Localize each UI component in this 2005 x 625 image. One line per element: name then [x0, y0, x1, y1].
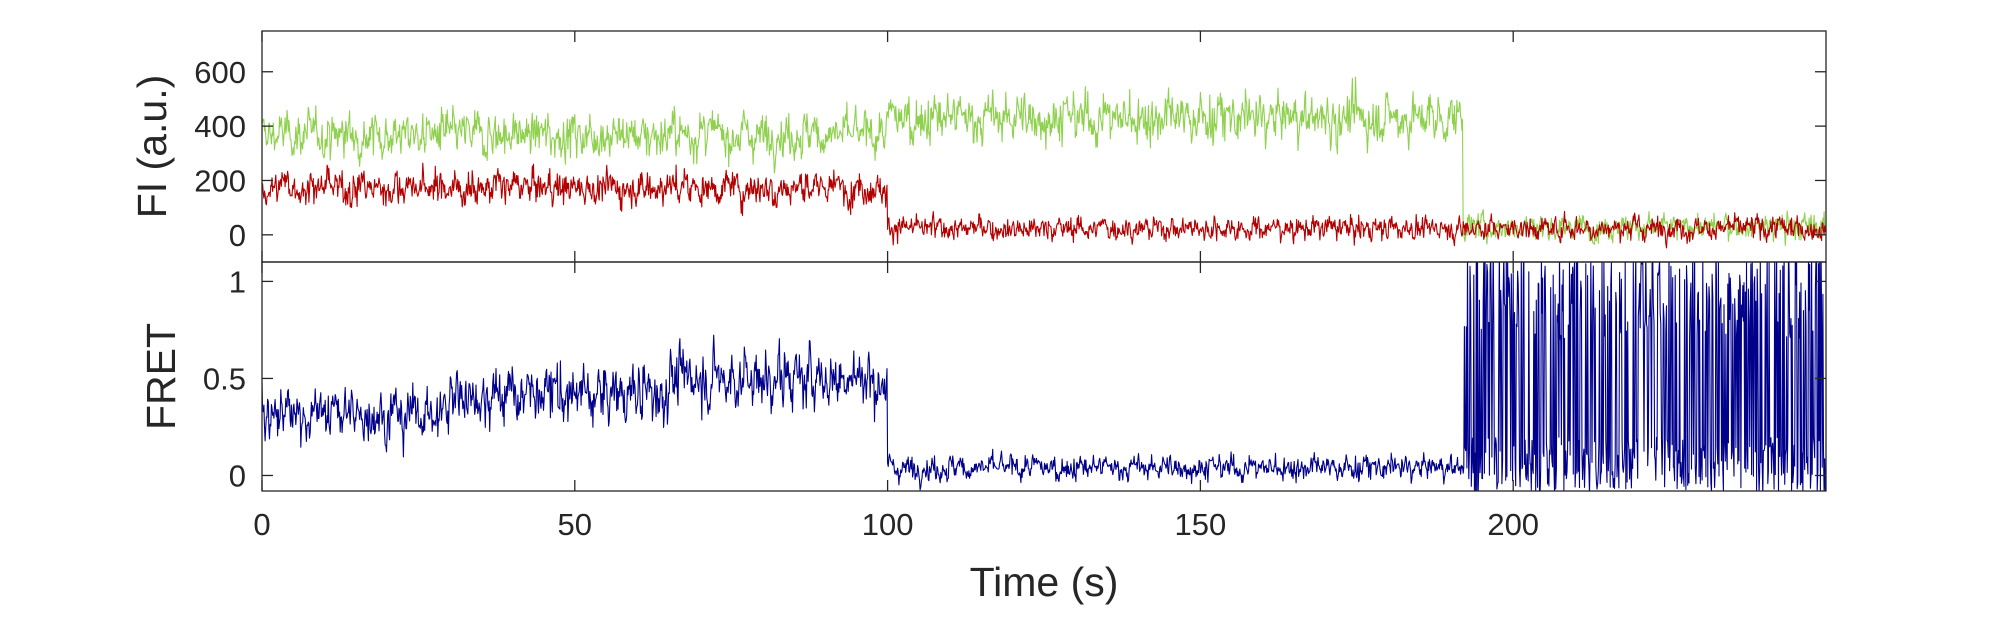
bottom-y-axis-label: FRET [138, 323, 184, 430]
top-series-0-line [262, 76, 1826, 246]
top-panel: 0 200 400 600 FI (a.u.) [129, 30, 1827, 263]
xtick-label: 200 [1487, 507, 1539, 542]
xtick-label: 150 [1175, 507, 1227, 542]
bottom-axes-frame [261, 261, 1827, 492]
bottom-traces [262, 262, 1826, 491]
top-ytick-label: 400 [194, 109, 246, 144]
top-traces [262, 76, 1826, 249]
bottom-ticks: 0 0.5 1 0 50 100 150 200 [203, 262, 1826, 542]
top-y-axis-label: FI (a.u.) [129, 75, 175, 219]
xtick-label: 50 [558, 507, 592, 542]
top-ytick-label: 0 [229, 218, 246, 253]
top-ytick-label: 600 [194, 55, 246, 90]
x-axis-label: Time (s) [970, 559, 1119, 605]
bottom-ytick-label: 0 [229, 458, 246, 493]
xtick-label: 100 [862, 507, 914, 542]
bottom-panel: 0 0.5 1 0 50 100 150 200 FRET Time (s) [138, 261, 1827, 605]
bottom-series-0-line [262, 262, 1826, 491]
top-ytick-label: 200 [194, 163, 246, 198]
top-ticks: 0 200 400 600 [194, 31, 1826, 262]
bottom-ytick-label: 1 [229, 264, 246, 299]
bottom-ytick-label: 0.5 [203, 361, 246, 396]
xtick-label: 0 [253, 507, 270, 542]
top-series-1-line [262, 162, 1826, 249]
